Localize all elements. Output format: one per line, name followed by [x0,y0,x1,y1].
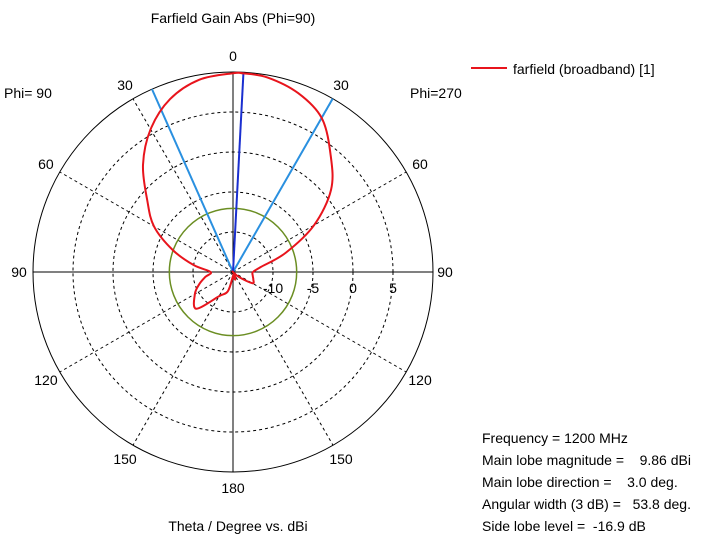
angle-tick-label: 30 [333,77,349,93]
legend: farfield (broadband) [1] [471,61,655,77]
info-angular-width: Angular width (3 dB) = 53.8 deg. [482,496,691,512]
radial-tick-label: -5 [307,280,320,296]
radial-tick-label: 0 [349,280,357,296]
series-layer [141,71,334,310]
info-main-lobe-direction: Main lobe direction = 3.0 deg. [482,474,678,490]
radial-tick-label: 5 [389,280,397,296]
angle-tick-label: 90 [11,264,27,280]
grid-spoke [232,271,407,373]
angle-tick-label: 120 [34,372,58,388]
angle-tick-label: 60 [412,156,428,172]
phi-left-label: Phi= 90 [4,85,52,101]
angle-tick-label: 150 [329,451,353,467]
grid-spoke [59,171,234,273]
info-panel: Frequency = 1200 MHz Main lobe magnitude… [482,427,691,537]
grid-spoke [59,271,234,373]
marker-lines [151,72,334,337]
sidelobe-circle [168,207,298,337]
angle-tick-label: 180 [221,480,245,496]
angle-tick-label: 60 [38,156,54,172]
radial-tick-label: -10 [263,280,283,296]
legend-label: farfield (broadband) [1] [513,61,655,77]
info-main-lobe-magnitude: Main lobe magnitude = 9.86 dBi [482,452,691,468]
angle-tick-label: 150 [113,451,137,467]
main-lobe-line [232,72,245,273]
grid-spoke [232,271,334,446]
series-line [141,71,334,310]
info-frequency: Frequency = 1200 MHz [482,430,628,446]
beamwidth-edge-line [232,98,334,273]
angle-tick-label: 0 [229,48,237,64]
angle-tick-label: 30 [117,77,133,93]
chart-title: Farfield Gain Abs (Phi=90) [151,10,316,26]
grid-spoke [132,98,234,273]
x-axis-label: Theta / Degree vs. dBi [168,518,307,534]
angle-tick-label: 90 [437,264,453,280]
grid-spoke [232,171,407,273]
phi-right-label: Phi=270 [410,85,462,101]
tick-labels: 0 30 30 60 60 90 90 120 120 150 150 180 -10 -5 0 5 [11,48,453,496]
info-side-lobe-level: Side lobe level = -16.9 dB [482,518,646,534]
angle-tick-label: 120 [408,372,432,388]
beamwidth-edge-line [151,88,234,273]
